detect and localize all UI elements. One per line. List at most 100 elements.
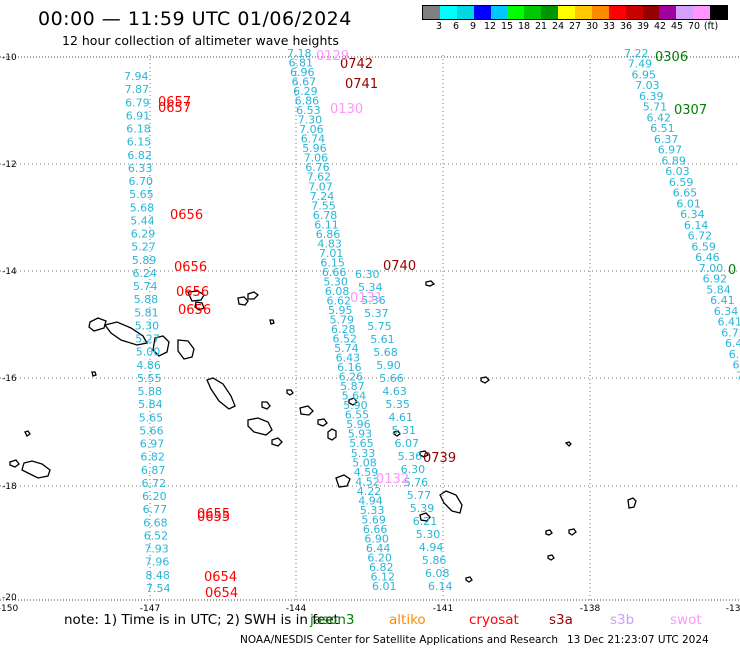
wave-height-label: 5.68 [130,201,155,214]
island-outline [348,397,358,406]
island-outline [9,459,20,468]
wave-height-label: 5.36 [361,294,386,307]
color-scale-label: 24 [551,21,565,32]
satellite-legend-swot: swot [670,612,702,628]
wave-height-label: 6.77 [143,503,168,516]
wave-height-label: 6.87 [141,464,166,477]
wave-height-label: 5.31 [392,424,417,437]
page-subtitle: 12 hour collection of altimeter wave hei… [62,33,339,48]
latitude-label: -14 [2,267,17,277]
wave-height-label: 7.4 [736,369,740,382]
island-outline [247,291,259,300]
wave-height-label: 6.03 [665,165,690,178]
wave-height-label: 5.61 [370,333,395,346]
wave-height-label: 5.34 [358,281,383,294]
wave-height-label: 7.94 [124,70,149,83]
page-title: 00:00 — 11:59 UTC 01/06/2024 [38,8,352,30]
wave-height-label: 6.11 [314,218,339,231]
pass-time-label: 0 [728,263,736,278]
wave-height-label: 6.59 [669,176,694,189]
color-scale-label: 9 [469,21,477,32]
island-outline [88,317,107,332]
wave-height-label: 5.65 [349,437,374,450]
wave-height-label: 5.84 [706,283,731,296]
color-scale-label: 45 [670,21,684,32]
pass-time-label: 0131 [350,291,383,306]
wave-height-label: 6.59 [691,240,716,253]
wave-height-label: 6.82 [369,561,394,574]
island-outline [194,301,205,311]
wave-height-label: 6.43 [336,352,361,365]
wave-height-label: 5.65 [139,411,164,424]
wave-height-label: 5.87 [340,380,365,393]
wave-height-label: 6.18 [126,123,151,136]
pass-time-label: 0129 [316,49,349,64]
island-outline [269,319,275,325]
pass-time-label: 0657 [158,95,191,110]
wave-height-label: 6.82 [127,149,151,162]
wave-height-label: 5.27 [135,333,160,346]
axis-labels: -10 -12 -14 -16 -18 -20-150 -147 -144 -141 -138 -1… [0,53,740,614]
color-scale-label: 36 [619,21,633,32]
island-outline [91,371,97,377]
island-outline [271,437,283,447]
wave-height-label: 5.88 [134,293,159,306]
island-outline [425,280,436,287]
wave-height-label: 6.30 [401,463,426,476]
wave-height-label: 5.66 [139,425,164,438]
island-outline [465,576,473,583]
pass-time-label: 0740 [383,259,416,274]
wave-height-label: 5.71 [643,101,668,114]
wave-height-label: 6.14 [428,580,453,593]
color-swatch [659,6,677,19]
wave-height-label: 7.07 [308,180,333,193]
color-swatch [507,6,525,19]
wave-height-label: 5.77 [407,489,432,502]
satellite-legend-s3a: s3a [549,612,573,628]
wave-height-label: 7.49 [628,58,653,71]
wave-height-label: 6.92 [703,273,728,286]
wave-height-label: 6.67 [292,76,317,89]
color-swatch [693,6,711,19]
wave-height-label: 6.30 [355,268,380,281]
wave-height-label: 7.06 [299,123,324,136]
pass-time-label: 0655 [197,507,230,522]
footer-date: 13 Dec 21:23:07 UTC 2024 [567,634,709,646]
wave-height-label: 8.48 [145,569,170,582]
color-swatch [710,6,728,19]
wave-height-label: 6.89 [661,154,686,167]
wave-height-label: 5.86 [422,554,447,567]
island-outline [393,430,401,437]
wave-height-label: 7.93 [144,543,169,556]
wave-height-label: 7.22 [624,47,649,60]
color-swatch [676,6,694,19]
satellite-tracks: 7.947.876.796.916.186.156.826.336.705.65… [124,47,740,595]
color-scale-label: 30 [585,21,599,32]
wave-height-label: 6.29 [131,228,156,241]
pass-time-label: 0307 [674,103,707,118]
color-scale-label: 33 [602,21,616,32]
wave-height-label: 6.20 [142,490,167,503]
island-outline [286,389,294,396]
longitude-label: -135 [726,604,740,614]
wave-height-label: 6.34 [680,208,705,221]
wave-height-label: 6.14 [684,219,709,232]
color-scale-label: 42 [653,21,667,32]
wave-height-label: 5.93 [348,428,373,441]
wave-height-label: 4.86 [136,359,161,372]
island-outline [317,418,328,427]
wave-height-label: 6.46 [695,251,720,264]
latitude-label: -10 [2,53,17,63]
wave-height-label: 6.12 [371,571,396,584]
wave-height-label: 7.62 [307,171,332,184]
wave-height-label: 5.96 [346,418,371,431]
wave-height-label: 6.74 [301,133,326,146]
wave-height-label: 5.88 [138,385,163,398]
wave-height-label: 6.08 [325,285,350,298]
wave-height-label: 6.52 [144,530,169,543]
satellite-legend-jason3: jason3 [310,612,355,628]
island-outline [327,428,337,441]
wave-height-label: 7.55 [311,199,336,212]
pass-time-label: 0656 [174,260,207,275]
